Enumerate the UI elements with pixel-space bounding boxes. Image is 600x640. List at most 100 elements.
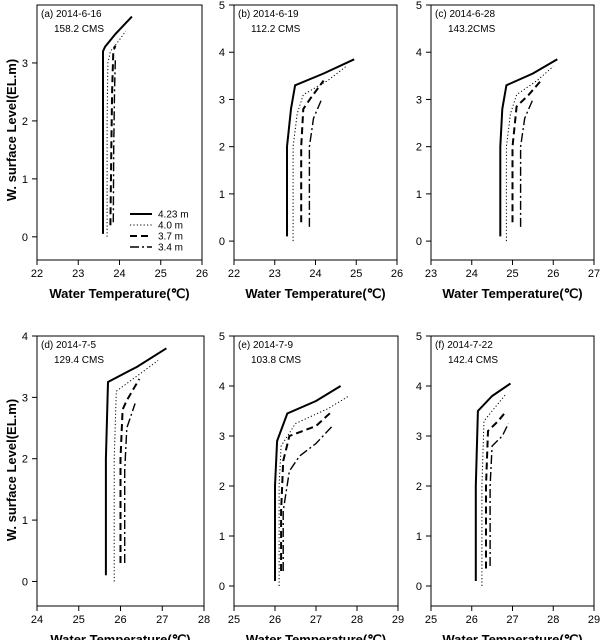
panel-date-label: (d) 2014-7-5 [41,340,96,351]
series-line-4-0-m [292,66,347,242]
y-tick-label: 1 [219,189,225,201]
x-tick-label: 26 [196,268,208,280]
series-line-3-7-m [280,410,334,571]
y-tick-label: 2 [22,116,28,128]
series-line-4-23-m [474,382,512,581]
x-axis-label: Water Temperature(℃) [49,286,189,301]
series-line-4-0-m [505,66,554,242]
x-tick-label: 28 [351,614,363,626]
x-tick-label: 28 [198,614,210,626]
y-tick-label: 4 [219,47,225,59]
x-tick-label: 27 [588,268,600,280]
panel-frame [233,335,399,607]
x-tick-label: 29 [392,614,404,626]
x-tick-label: 23 [425,268,437,280]
x-tick-label: 24 [309,268,321,280]
x-tick-label: 26 [466,614,478,626]
y-tick-label: 2 [416,481,422,493]
legend-entry-label: 4.0 m [158,221,183,232]
x-tick-label: 25 [350,268,362,280]
series-line-3-7-m [300,80,325,223]
panel-flow-label: 112.2 CMS [251,24,301,35]
series-line-4-23-m [286,58,355,237]
y-tick-label: 0 [416,581,422,593]
series-line-3-7-m [511,79,542,223]
panel-date-label: (b) 2014-6-19 [238,9,299,20]
y-tick-label: 0 [219,236,225,248]
series-line-3-4-m [282,425,333,571]
panel-e: 25 26 27 28 29 0 1 2 3 4 5 (e) 2014-7-9 103.8 CMS Wat… [219,331,404,640]
panel-date-label: (c) 2014-6-28 [435,9,495,20]
y-tick-label: 3 [219,431,225,443]
x-tick-label: 25 [425,614,437,626]
x-axis-label: Water Temperature(℃) [442,286,582,301]
y-tick-label: 2 [219,142,225,154]
y-tick-label: 4 [416,381,422,393]
y-tick-label: 1 [22,515,28,527]
y-axis-label: W. surface Level(EL.m) [4,399,19,541]
x-tick-label: 26 [391,268,403,280]
series-line-3-4-m [112,57,117,223]
x-tick-label: 22 [228,268,240,280]
x-tick-label: 25 [73,614,85,626]
x-tick-label: 26 [269,614,281,626]
x-tick-label: 22 [31,268,43,280]
x-tick-label: 24 [31,614,43,626]
legend-entry-label: 3.7 m [158,232,183,243]
panel-flow-label: 158.2 CMS [54,24,104,35]
panel-flow-label: 143.2CMS [448,24,496,35]
x-tick-label: 25 [506,268,518,280]
series-line-4-0-m [113,360,159,582]
x-axis-label: Water Temperature(℃) [246,632,386,640]
series-line-3-7-m [485,410,508,569]
x-tick-label: 27 [156,614,168,626]
panel-flow-label: 103.8 CMS [251,355,301,366]
panel-date-label: (a) 2014-6-16 [41,9,102,20]
series-line-4-23-m [499,58,558,237]
y-tick-label: 4 [416,47,422,59]
y-tick-label: 3 [219,94,225,106]
series-line-3-4-m [123,403,136,563]
x-tick-label: 26 [114,614,126,626]
y-tick-label: 1 [416,531,422,543]
x-tick-label: 25 [228,614,240,626]
panel-date-label: (f) 2014-7-22 [435,340,493,351]
y-tick-label: 5 [416,331,422,343]
y-axis-label: W. surface Level(EL.m) [4,59,19,201]
y-tick-label: 5 [219,0,225,12]
x-tick-label: 29 [588,614,600,626]
x-tick-label: 25 [155,268,167,280]
y-tick-label: 1 [22,174,28,186]
panel-d: 24 25 26 27 28 0 1 2 3 4 (d) 2014-7-5 129.4 CMS Wate… [22,331,210,640]
panel-f: 25 26 27 28 29 0 1 2 3 4 5 (f) 2014-7-22 142.4 CMS Wa… [416,331,600,640]
series-line-4-23-m [274,385,342,581]
x-tick-label: 27 [506,614,518,626]
x-tick-label: 24 [113,268,125,280]
y-tick-label: 1 [219,531,225,543]
series-line-3-4-m [489,423,510,566]
legend-entry-label: 3.4 m [158,243,183,254]
panel-flow-label: 129.4 CMS [54,355,104,366]
y-tick-label: 0 [219,581,225,593]
series-line-3-4-m [308,99,323,227]
y-tick-label: 4 [219,381,225,393]
x-axis-label: Water Temperature(℃) [50,632,190,640]
series-line-4-23-m [104,347,167,576]
y-tick-label: 0 [416,236,422,248]
x-tick-label: 23 [72,268,84,280]
x-tick-label: 28 [547,614,559,626]
y-tick-label: 3 [22,58,28,70]
y-tick-label: 2 [219,481,225,493]
series-line-3-7-m [119,378,141,563]
panel-flow-label: 142.4 CMS [448,355,498,366]
series-line-3-4-m [519,99,534,227]
y-tick-label: 2 [22,454,28,466]
y-tick-label: 3 [416,94,422,106]
x-tick-label: 23 [269,268,281,280]
panel-frame [430,335,595,607]
y-tick-label: 2 [416,142,422,154]
